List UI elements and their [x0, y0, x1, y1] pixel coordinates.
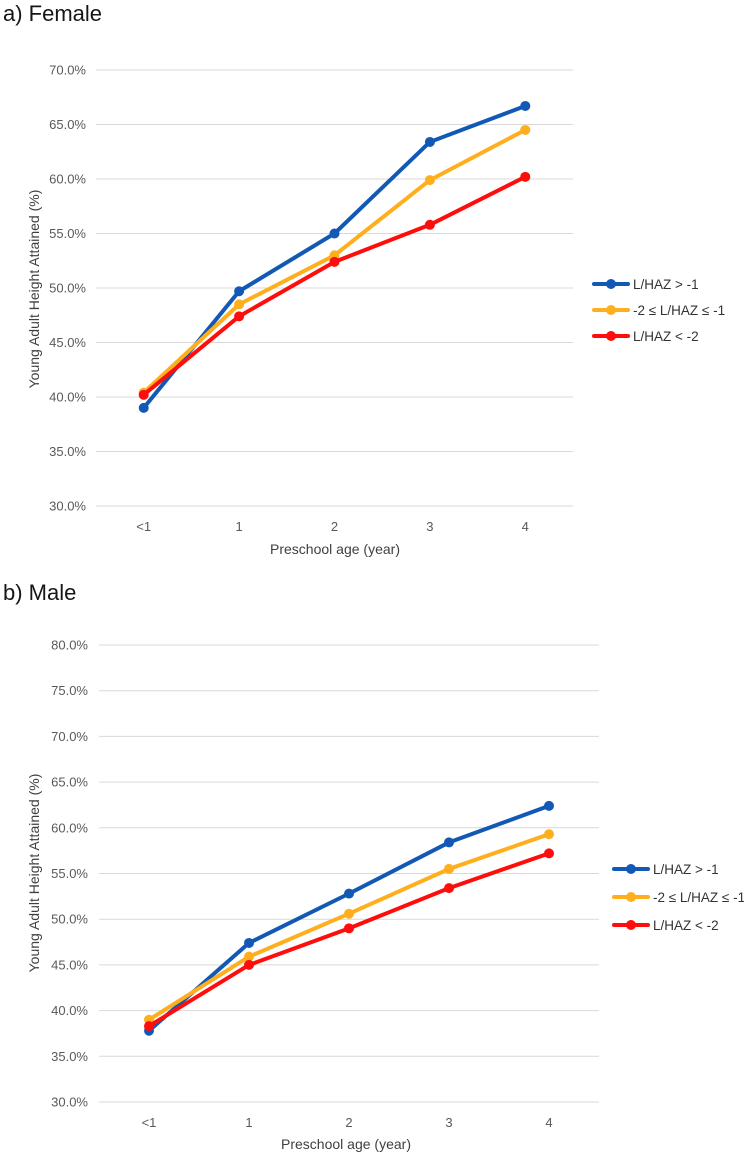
- data-point: [344, 923, 354, 934]
- y-tick-label: 80.0%: [51, 638, 88, 653]
- data-point: [544, 848, 554, 859]
- data-point: [244, 937, 254, 948]
- y-tick-label: 55.0%: [49, 226, 86, 241]
- legend-marker-icon: [626, 892, 636, 902]
- data-point: [234, 299, 245, 310]
- y-tick-label: 75.0%: [51, 683, 88, 698]
- x-tick-label: 2: [331, 519, 338, 534]
- y-tick-label: 70.0%: [49, 63, 86, 78]
- y-tick-label: 70.0%: [51, 729, 88, 744]
- x-tick-label: <1: [142, 1115, 157, 1130]
- legend-line-swatch: [612, 920, 650, 930]
- data-point: [444, 883, 454, 894]
- legend-line-swatch: [592, 331, 630, 341]
- legend-label: L/HAZ < -2: [653, 917, 719, 933]
- legend-female: L/HAZ > -1 -2 ≤ L/HAZ ≤ -1 L/HAZ < -2: [592, 275, 725, 345]
- data-point: [329, 228, 340, 239]
- x-tick-label: 3: [426, 519, 433, 534]
- y-tick-label: 35.0%: [49, 444, 86, 459]
- y-axis-title-female: Young Adult Height Attained (%): [26, 189, 42, 389]
- legend-marker-icon: [606, 331, 616, 341]
- x-tick-label: 1: [235, 519, 242, 534]
- y-tick-label: 35.0%: [51, 1049, 88, 1064]
- x-axis-title-male: Preschool age (year): [281, 1136, 411, 1152]
- legend-item: L/HAZ < -2: [612, 916, 744, 934]
- y-tick-label: 60.0%: [49, 172, 86, 187]
- legend-item: L/HAZ > -1: [612, 860, 744, 878]
- legend-item: L/HAZ < -2: [592, 327, 725, 345]
- y-tick-label: 40.0%: [49, 390, 86, 405]
- data-point: [520, 171, 531, 182]
- x-tick-label: 2: [345, 1115, 352, 1130]
- legend-item: -2 ≤ L/HAZ ≤ -1: [612, 888, 744, 906]
- legend-marker-icon: [626, 920, 636, 930]
- x-tick-label: 4: [522, 519, 529, 534]
- legend-line-swatch: [592, 279, 630, 289]
- y-tick-label: 45.0%: [51, 957, 88, 972]
- data-point: [424, 136, 435, 147]
- x-axis-title-female: Preschool age (year): [270, 541, 400, 557]
- legend-marker-icon: [606, 279, 616, 289]
- legend-marker-icon: [606, 305, 616, 315]
- legend-line-swatch: [612, 864, 650, 874]
- x-tick-label: 1: [245, 1115, 252, 1130]
- legend-line-swatch: [612, 892, 650, 902]
- x-tick-label: 4: [545, 1115, 552, 1130]
- legend-label: -2 ≤ L/HAZ ≤ -1: [653, 889, 744, 905]
- data-point: [244, 959, 254, 970]
- data-point: [138, 402, 149, 413]
- y-tick-label: 45.0%: [49, 335, 86, 350]
- data-point: [544, 800, 554, 811]
- y-axis-title-male: Young Adult Height Attained (%): [26, 773, 42, 973]
- data-point: [444, 863, 454, 874]
- legend-item: -2 ≤ L/HAZ ≤ -1: [592, 301, 725, 319]
- data-point: [344, 888, 354, 899]
- data-point: [344, 908, 354, 919]
- y-tick-label: 40.0%: [51, 1003, 88, 1018]
- legend-label: -2 ≤ L/HAZ ≤ -1: [633, 302, 726, 318]
- y-tick-label: 65.0%: [51, 775, 88, 790]
- y-tick-label: 65.0%: [49, 117, 86, 132]
- legend-male: L/HAZ > -1 -2 ≤ L/HAZ ≤ -1 L/HAZ < -2: [612, 860, 744, 934]
- y-tick-label: 50.0%: [51, 912, 88, 927]
- legend-label: L/HAZ > -1: [633, 276, 699, 292]
- legend-line-swatch: [592, 305, 630, 315]
- y-tick-label: 60.0%: [51, 820, 88, 835]
- chart-title-female: a) Female: [3, 1, 103, 26]
- data-point: [244, 951, 254, 962]
- data-point: [444, 837, 454, 848]
- series-line-2: [141, 174, 528, 397]
- data-point: [144, 1021, 154, 1032]
- y-tick-label: 50.0%: [49, 281, 86, 296]
- legend-label: L/HAZ < -2: [633, 328, 699, 344]
- data-point: [234, 311, 245, 322]
- legend-label: L/HAZ > -1: [653, 861, 719, 877]
- x-tick-label: 3: [445, 1115, 452, 1130]
- data-point: [424, 175, 435, 186]
- x-tick-label: <1: [136, 519, 151, 534]
- data-point: [520, 100, 531, 111]
- y-tick-label: 30.0%: [51, 1095, 88, 1110]
- data-point: [424, 219, 435, 230]
- data-point: [520, 124, 531, 135]
- data-point: [544, 829, 554, 840]
- data-point: [329, 256, 340, 267]
- data-point: [234, 286, 245, 297]
- series-line-2: [147, 851, 551, 1029]
- y-tick-label: 30.0%: [49, 499, 86, 514]
- legend-marker-icon: [626, 864, 636, 874]
- chart-title-male: b) Male: [3, 580, 77, 605]
- data-point: [138, 389, 149, 400]
- legend-item: L/HAZ > -1: [592, 275, 725, 293]
- y-tick-label: 55.0%: [51, 866, 88, 881]
